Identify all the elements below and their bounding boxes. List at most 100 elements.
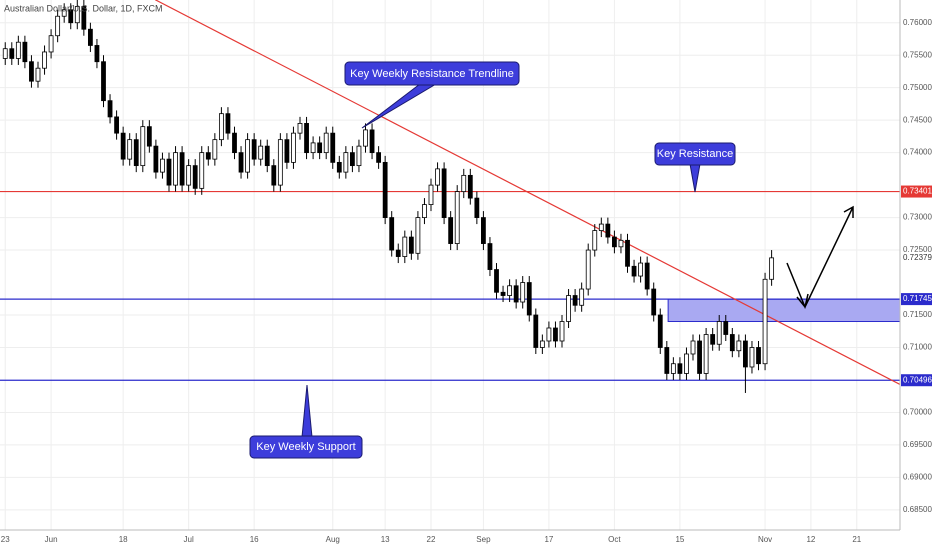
candle-body <box>323 132 329 154</box>
candle-body <box>644 262 650 290</box>
candle-body <box>343 152 349 173</box>
candle-body <box>494 269 499 293</box>
candle-body <box>277 139 283 186</box>
candle-body <box>651 288 657 316</box>
callout-trendline: Key Weekly Resistance Trendline <box>344 61 520 129</box>
candle-body <box>120 132 126 160</box>
trendline <box>154 0 901 385</box>
candle-body <box>592 230 598 251</box>
x-tick-label: 16 <box>250 535 259 544</box>
candle-body <box>166 158 172 186</box>
candle-body <box>513 285 519 303</box>
candle-body <box>618 239 624 248</box>
level-price-label: 0.70496 <box>903 375 932 384</box>
candle-body <box>520 282 526 303</box>
callout-pointer <box>689 163 701 193</box>
candle-body <box>350 152 355 167</box>
x-tick-label: 15 <box>675 535 684 544</box>
callout-resistance: Key Resistance <box>654 142 736 193</box>
candle-body <box>566 295 571 322</box>
candle-body <box>684 353 689 374</box>
x-tick-label: 12 <box>806 535 815 544</box>
candle-body <box>81 6 87 30</box>
candle-body <box>271 165 277 186</box>
candle-body <box>264 145 270 167</box>
y-tick-label: 0.71000 <box>903 343 932 352</box>
candle-body <box>107 100 113 118</box>
x-tick-label: Sep <box>476 535 491 544</box>
callout-support: Key Weekly Support <box>249 384 363 459</box>
candle-body <box>690 340 696 355</box>
candle-body <box>402 236 408 257</box>
candle-body <box>251 139 257 160</box>
candle-body <box>179 152 185 186</box>
candle-body <box>153 145 159 173</box>
candle-body <box>638 262 644 277</box>
candle-body <box>605 223 611 238</box>
y-tick-label: 0.69000 <box>903 472 932 481</box>
candle-body <box>304 123 309 154</box>
candle-body <box>526 282 532 316</box>
level-price-label: 0.73401 <box>903 187 932 196</box>
candle-body <box>769 257 775 280</box>
candle-body <box>330 132 336 163</box>
candle-body <box>160 158 165 173</box>
candle-body <box>310 142 316 154</box>
y-tick-label: 0.74000 <box>903 148 932 157</box>
candle-body <box>664 347 670 374</box>
candle-body <box>173 152 178 186</box>
candle-body <box>42 51 47 69</box>
candle-body <box>441 168 447 218</box>
candle-body <box>729 334 735 352</box>
x-tick-label: 21 <box>852 535 861 544</box>
candle-body <box>35 67 41 82</box>
candle-body <box>736 340 742 352</box>
candle-body <box>487 243 493 270</box>
candle-body <box>415 217 421 254</box>
candle-body <box>74 6 80 24</box>
x-tick-label: 17 <box>544 535 553 544</box>
candle-body <box>245 139 250 173</box>
level-price-label: 0.71745 <box>903 294 932 303</box>
y-tick-label: 0.73000 <box>903 213 932 222</box>
candle-body <box>133 139 139 167</box>
candle-body <box>15 41 21 59</box>
callout-text: Key Weekly Support <box>256 441 355 453</box>
candle-body <box>140 126 146 167</box>
candle-body <box>474 197 480 218</box>
candle-body <box>284 139 290 163</box>
candle-body <box>218 113 224 141</box>
candle-body <box>762 278 768 365</box>
candle-body <box>369 129 375 154</box>
candle-body <box>363 129 368 147</box>
plot-layer <box>0 0 901 530</box>
candle-body <box>212 139 218 160</box>
candle-body <box>500 291 506 296</box>
projection-arrow <box>786 205 854 309</box>
x-tick-label: 13 <box>381 535 390 544</box>
candle-body <box>205 152 211 160</box>
candle-body <box>716 321 722 345</box>
x-tick-label: Aug <box>326 535 340 544</box>
candle-body <box>703 334 709 374</box>
candle-body <box>677 363 683 374</box>
candle-body <box>336 161 342 173</box>
x-tick-label: Nov <box>758 535 772 544</box>
candle-body <box>756 347 761 365</box>
price-axis-bg <box>900 0 932 550</box>
callout-box <box>249 435 363 459</box>
candle-body <box>389 217 395 251</box>
candle-body <box>68 9 74 24</box>
candle-body <box>539 340 545 348</box>
candle-body <box>199 152 205 189</box>
last-price-box <box>901 251 932 264</box>
zone <box>667 298 901 323</box>
candle-body <box>585 249 591 290</box>
level-price-box <box>901 293 932 306</box>
callout-pointer <box>361 83 438 129</box>
y-tick-label: 0.72500 <box>903 245 932 254</box>
candle-body <box>61 9 67 17</box>
candle-body <box>94 45 100 63</box>
